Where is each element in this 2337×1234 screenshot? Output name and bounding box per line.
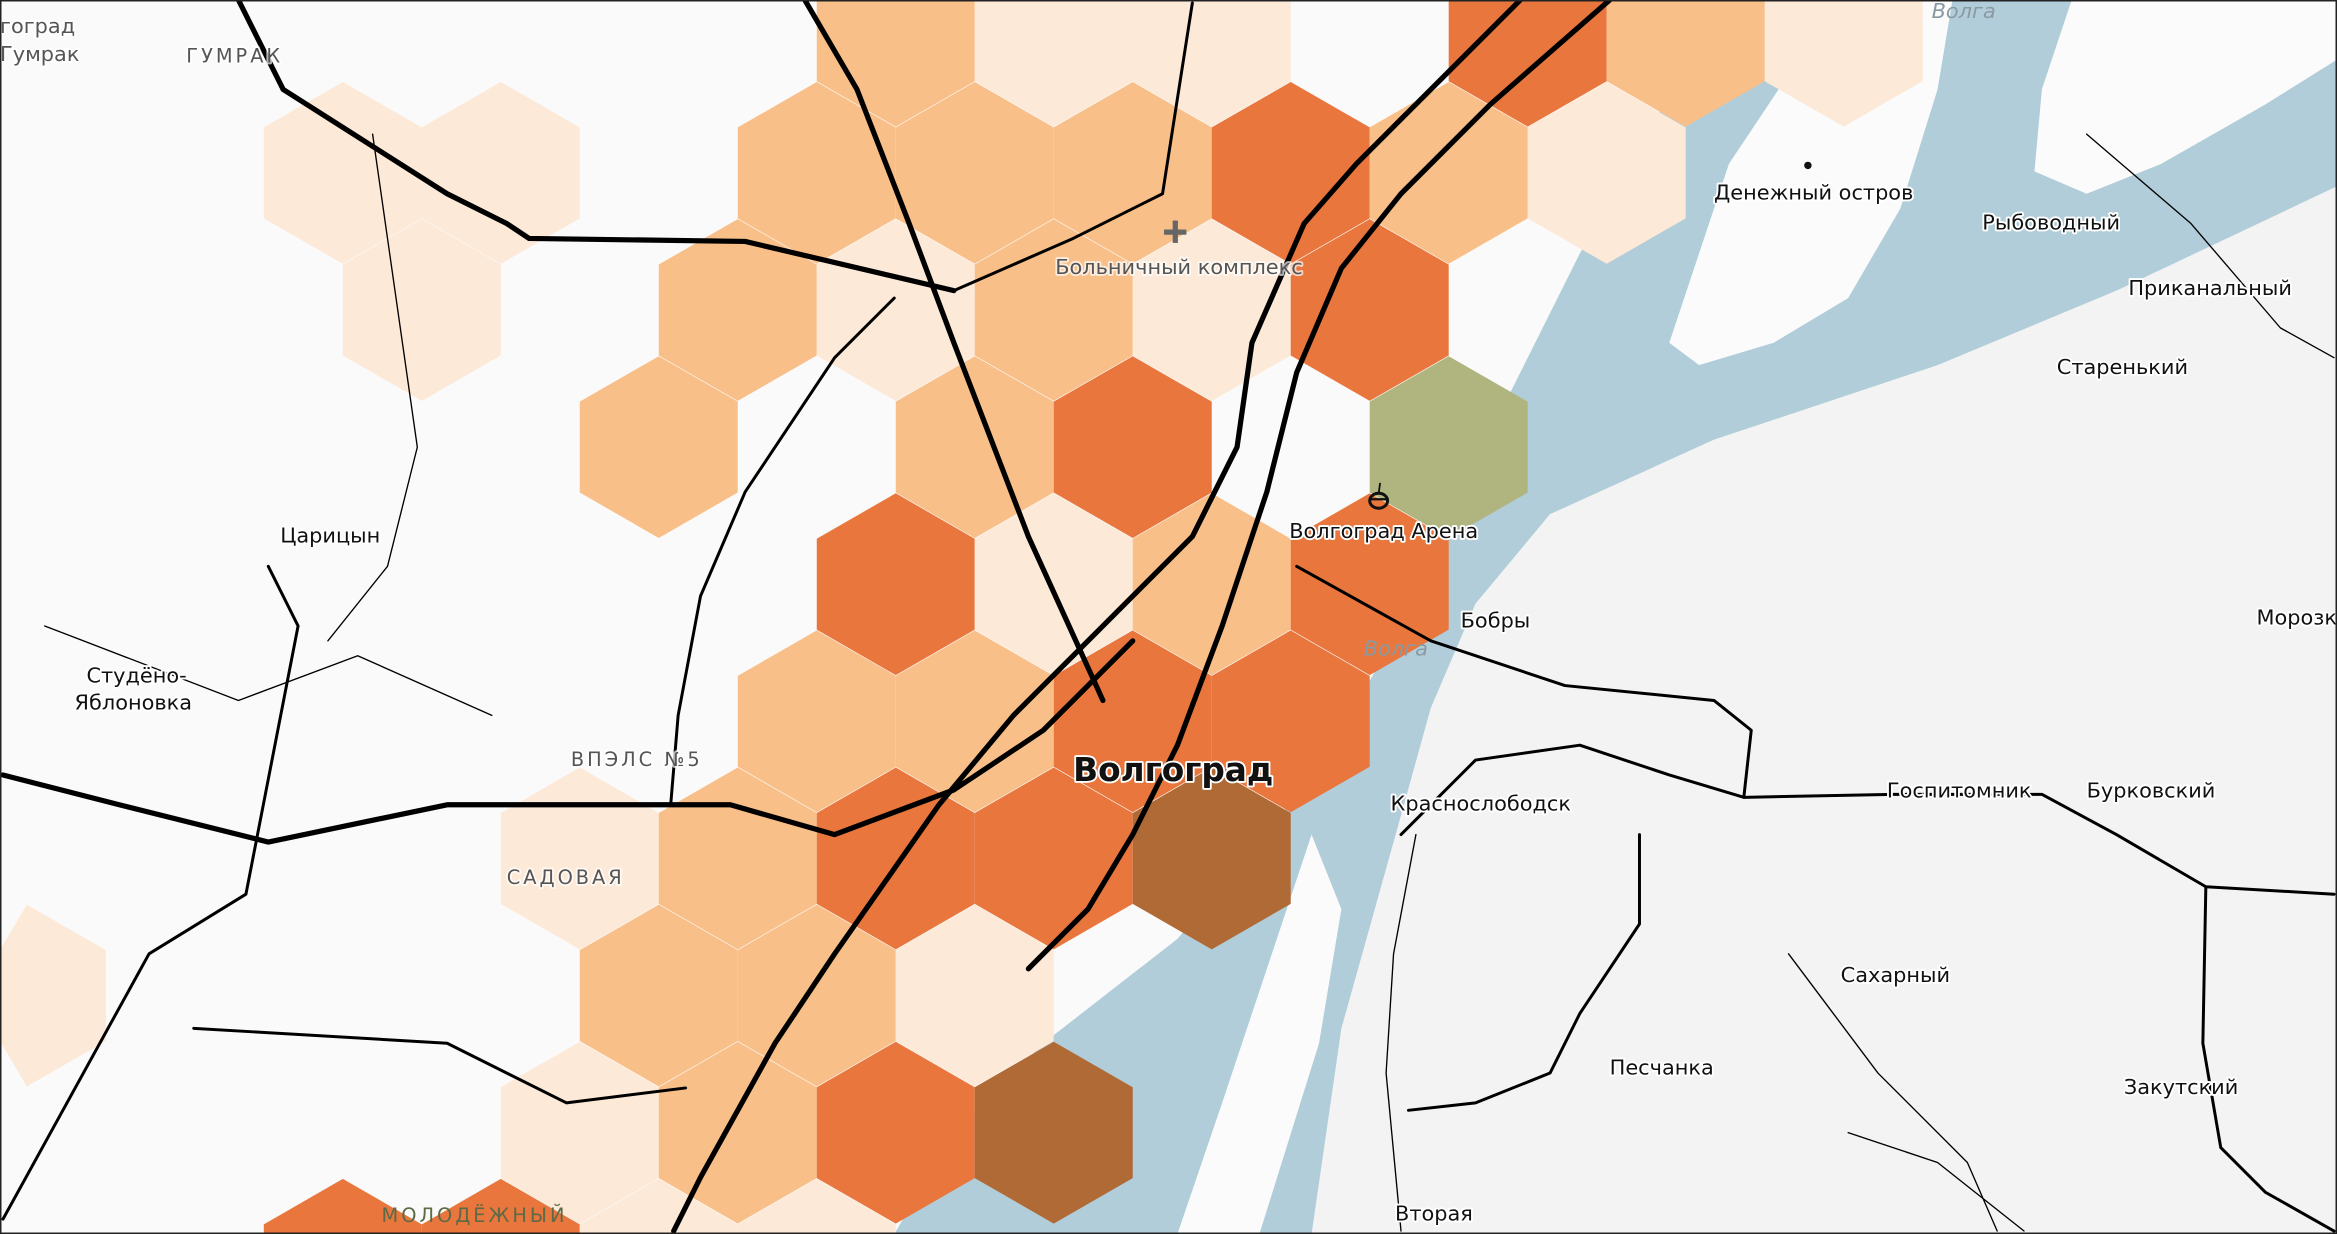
label-volga: Волга — [1932, 0, 1996, 23]
label-volga: Волга — [1364, 637, 1428, 661]
density-hex-brown — [1132, 767, 1291, 950]
density-hex-pale — [816, 219, 975, 401]
density-hex-pale — [263, 81, 422, 264]
density-hex-pale — [342, 219, 501, 401]
label-volgograd-city[interactable]: Волгоград — [1071, 749, 1275, 791]
density-hex-pale — [0, 904, 106, 1087]
label-vtoraya[interactable]: Вторая — [1393, 1200, 1475, 1228]
label-gumrak-district: ГУМРАК — [186, 45, 283, 68]
plus-icon[interactable] — [1164, 220, 1187, 243]
label-rybovodny[interactable]: Рыбоводный — [1980, 209, 2122, 237]
density-hex-dark — [1053, 356, 1212, 539]
road — [802, 0, 1106, 704]
label-studeno[interactable]: Студёно- — [85, 662, 189, 690]
density-hex-pale — [895, 904, 1054, 1087]
road — [952, 1, 1194, 293]
density-hex-light — [658, 219, 817, 401]
road — [192, 1026, 688, 1105]
label-starenky[interactable]: Старенький — [2055, 353, 2190, 381]
road — [0, 638, 1136, 845]
density-hex-pale — [500, 767, 659, 950]
label-tsaritsyn[interactable]: Царицын — [278, 522, 382, 550]
road — [235, 0, 957, 294]
label-hospital[interactable]: Больничный комплекс — [1053, 253, 1304, 281]
label-morozki[interactable]: Морозк — [2255, 604, 2337, 632]
volga-river — [894, 0, 2337, 1234]
label-krasnoslobodsk[interactable]: Краснослободск — [1389, 790, 1573, 818]
density-hex-light — [579, 904, 738, 1087]
label-denezhny-island[interactable]: Денежный остров — [1712, 179, 1915, 207]
density-hex-pale — [1764, 0, 1923, 127]
density-hex-dark — [1290, 219, 1449, 401]
density-hex-pale — [1527, 81, 1686, 264]
density-hex-dark — [816, 1041, 975, 1224]
density-hex-light — [1606, 0, 1765, 127]
road — [1399, 743, 1746, 837]
density-hex-pale — [974, 0, 1133, 127]
label-gumrak-station: Гумрак — [0, 42, 79, 66]
road — [2085, 133, 2335, 359]
density-hex-light — [816, 0, 975, 127]
density-hex-pale — [421, 81, 580, 264]
label-bobry[interactable]: Бобры — [1459, 607, 1532, 635]
south-island — [1177, 834, 1342, 1234]
road — [671, 0, 1523, 1234]
road — [1025, 0, 1613, 972]
label-burkovsky[interactable]: Бурковский — [2085, 776, 2217, 804]
road — [44, 625, 493, 717]
label-molodezhny: МОЛОДЁЖНЫЙ — [382, 1204, 568, 1227]
road — [1406, 833, 1641, 1112]
density-hex-pale — [1132, 0, 1291, 127]
density-hex-dark — [1211, 630, 1370, 813]
density-hex-dark — [421, 1178, 580, 1234]
density-hex-pale — [974, 493, 1133, 676]
density-hex-light — [579, 356, 738, 539]
road — [1, 564, 300, 1221]
road — [1787, 953, 1998, 1232]
road — [1385, 833, 1417, 1232]
northeast-land — [2034, 0, 2337, 194]
label-prikanalny[interactable]: Приканальный — [2126, 274, 2293, 302]
label-studeno[interactable]: Яблоновка — [73, 689, 194, 717]
dot-icon — [1804, 161, 1812, 170]
road — [2201, 885, 2336, 1233]
density-hex-light — [1369, 81, 1528, 264]
density-hex-dark — [263, 1178, 422, 1234]
density-hex-light — [895, 81, 1054, 264]
density-hex-pale — [579, 1178, 738, 1234]
density-hex-dark — [816, 493, 975, 676]
density-hex-brown — [974, 1041, 1133, 1224]
road — [327, 133, 418, 642]
label-vpels: ВПЭЛС №5 — [571, 748, 703, 771]
density-hex-light — [895, 630, 1054, 813]
density-hex-light — [737, 630, 896, 813]
east-bank-land — [1311, 178, 2337, 1234]
density-hex-light — [737, 81, 896, 264]
road — [669, 296, 896, 807]
label-gumrak-station: гоград — [0, 14, 75, 38]
density-hex-pale — [737, 1178, 896, 1234]
density-hex-olive — [1369, 356, 1528, 539]
density-hex-dark — [1211, 81, 1370, 264]
label-gospitomnik[interactable]: Госпитомник — [1885, 776, 2033, 804]
label-volgograd-arena[interactable]: Волгоград Арена — [1287, 517, 1480, 545]
label-sakharny[interactable]: Сахарный — [1839, 961, 1952, 989]
density-hex-light — [658, 767, 817, 950]
label-zakutsky[interactable]: Закутский — [2122, 1073, 2240, 1101]
stadium-icon[interactable] — [1368, 482, 1390, 510]
label-sadovaya: САДОВАЯ — [507, 866, 625, 889]
road — [1847, 1131, 2025, 1232]
label-peschanka[interactable]: Песчанка — [1608, 1054, 1716, 1082]
density-hex-pale — [500, 1041, 659, 1224]
